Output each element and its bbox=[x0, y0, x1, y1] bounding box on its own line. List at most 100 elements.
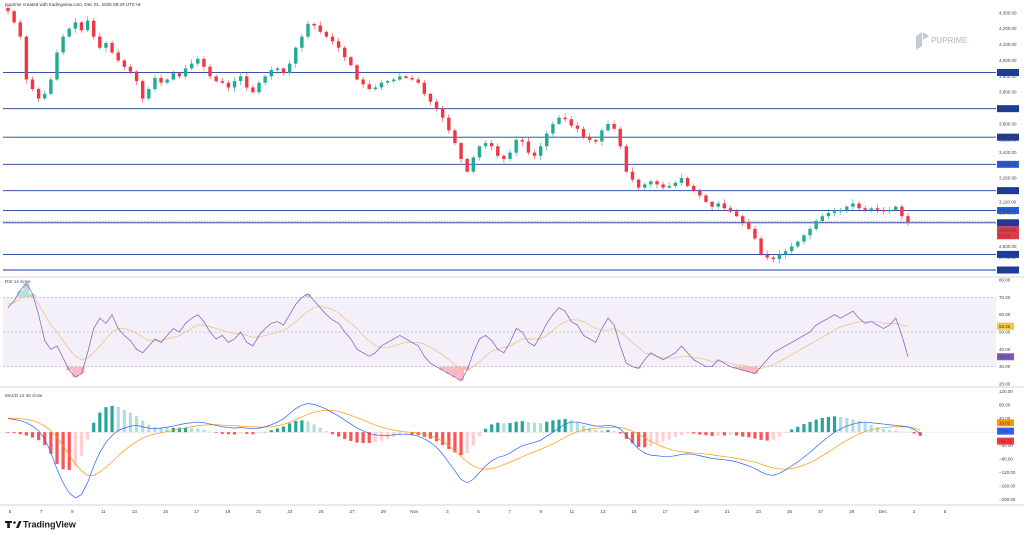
macd-histogram-bar bbox=[471, 432, 475, 446]
candle-body bbox=[202, 58, 206, 67]
time-axis-tick: 5 bbox=[477, 509, 480, 514]
macd-histogram-bar bbox=[159, 427, 163, 433]
tradingview-brand-text: TradingView bbox=[23, 520, 77, 530]
candle-body bbox=[177, 73, 182, 77]
macd-signal-line bbox=[7, 409, 921, 476]
macd-histogram-bar bbox=[685, 432, 690, 434]
time-axis-tick: 19 bbox=[694, 509, 700, 514]
macd-histogram-bar bbox=[116, 406, 120, 433]
candle-body bbox=[783, 251, 788, 255]
candle-body bbox=[110, 42, 114, 53]
macd-histogram-bar bbox=[900, 431, 904, 433]
candle-body bbox=[140, 81, 145, 99]
macd-axis-tick: 120.00 bbox=[999, 389, 1013, 394]
candle-body bbox=[453, 130, 457, 144]
macd-histogram-bar bbox=[753, 432, 757, 439]
candle-body bbox=[122, 60, 127, 67]
candle-body bbox=[551, 124, 555, 134]
macd-histogram-bar bbox=[826, 416, 831, 433]
price-label-box bbox=[997, 250, 1019, 258]
candle-body bbox=[753, 228, 757, 239]
macd-histogram-bar bbox=[355, 432, 359, 443]
candle-body bbox=[838, 209, 843, 212]
macd-histogram-bar bbox=[318, 427, 322, 433]
rsi-axis-tick: 80.00 bbox=[999, 278, 1011, 283]
macd-histogram-bar bbox=[502, 423, 506, 433]
candle-body bbox=[67, 28, 71, 37]
macd-histogram-bar bbox=[483, 428, 488, 433]
candle-body bbox=[30, 79, 35, 90]
rsi-axis-tick: 30.00 bbox=[999, 364, 1011, 369]
time-axis-tick: Dec bbox=[879, 509, 888, 514]
candle-body bbox=[379, 82, 384, 88]
candle-body bbox=[404, 76, 408, 78]
macd-histogram-bar bbox=[128, 412, 133, 433]
candle-body bbox=[618, 128, 622, 147]
price-label-box bbox=[997, 266, 1019, 274]
candle-body bbox=[520, 139, 524, 142]
candle-body bbox=[661, 184, 665, 188]
rsi-label: RSI 14 close bbox=[5, 279, 31, 284]
candle-body bbox=[61, 36, 65, 53]
macd-histogram-bar bbox=[643, 432, 647, 448]
candle-body bbox=[734, 211, 739, 217]
price-label-box bbox=[997, 133, 1019, 141]
macd-histogram-bar bbox=[526, 422, 531, 433]
candle-body bbox=[214, 76, 218, 82]
macd-histogram-bar bbox=[55, 432, 59, 464]
candle-body bbox=[49, 79, 53, 94]
macd-histogram-bar bbox=[783, 432, 788, 433]
time-axis-tick: 7 bbox=[508, 509, 511, 514]
macd-histogram-bar bbox=[300, 420, 304, 433]
macd-histogram-bar bbox=[612, 431, 616, 433]
candle-body bbox=[92, 20, 96, 37]
time-axis-tick: 23 bbox=[756, 509, 762, 514]
candle-body bbox=[465, 158, 469, 172]
candle-body bbox=[159, 77, 163, 83]
candle-body bbox=[569, 119, 573, 126]
candle-body bbox=[673, 182, 678, 186]
candle-body bbox=[6, 8, 10, 12]
macd-histogram-bar bbox=[734, 432, 739, 436]
candle-body bbox=[538, 146, 543, 156]
macd-axis-tick: −120.00 bbox=[999, 470, 1016, 475]
time-axis-tick: 3 bbox=[446, 509, 449, 514]
price-label-box bbox=[997, 68, 1019, 76]
time-axis-tick: 13 bbox=[600, 509, 606, 514]
macd-histogram-bar bbox=[251, 432, 255, 435]
macd-histogram-bar bbox=[716, 432, 720, 436]
price-label-box bbox=[997, 207, 1019, 215]
macd-histogram-bar bbox=[92, 422, 96, 433]
candle-body bbox=[771, 257, 776, 260]
macd-histogram-bar bbox=[404, 432, 408, 435]
candle-body bbox=[134, 71, 139, 82]
candle-body bbox=[165, 79, 169, 83]
candle-body bbox=[392, 79, 396, 82]
candle-body bbox=[789, 246, 794, 252]
macd-histogram-bar bbox=[477, 432, 482, 437]
candle-body bbox=[263, 76, 267, 83]
candle-body bbox=[477, 146, 482, 158]
candle-body bbox=[116, 52, 120, 61]
candle-body bbox=[434, 101, 439, 109]
macd-histogram-bar bbox=[257, 432, 261, 434]
macd-histogram-bar bbox=[349, 432, 353, 441]
candle-body bbox=[220, 81, 224, 83]
candle-body bbox=[765, 254, 769, 258]
candle-body bbox=[196, 58, 200, 64]
macd-label: MACD 12 26 close bbox=[5, 393, 43, 398]
macd-histogram-bar bbox=[343, 432, 347, 439]
macd-histogram-bar bbox=[214, 432, 218, 433]
time-axis-tick: 15 bbox=[163, 509, 169, 514]
price-axis-tick: 3,260.00 bbox=[999, 176, 1017, 181]
macd-histogram-bar bbox=[373, 432, 377, 442]
macd-histogram-bar bbox=[588, 427, 592, 433]
macd-histogram-bar bbox=[30, 432, 35, 438]
macd-histogram-bar bbox=[839, 416, 843, 433]
candle-body bbox=[869, 208, 873, 210]
macd-histogram-bar bbox=[563, 419, 567, 433]
candle-body bbox=[875, 208, 880, 210]
macd-histogram-bar bbox=[545, 421, 549, 433]
time-axis-tick: 27 bbox=[818, 509, 824, 514]
candle-body bbox=[355, 65, 359, 80]
